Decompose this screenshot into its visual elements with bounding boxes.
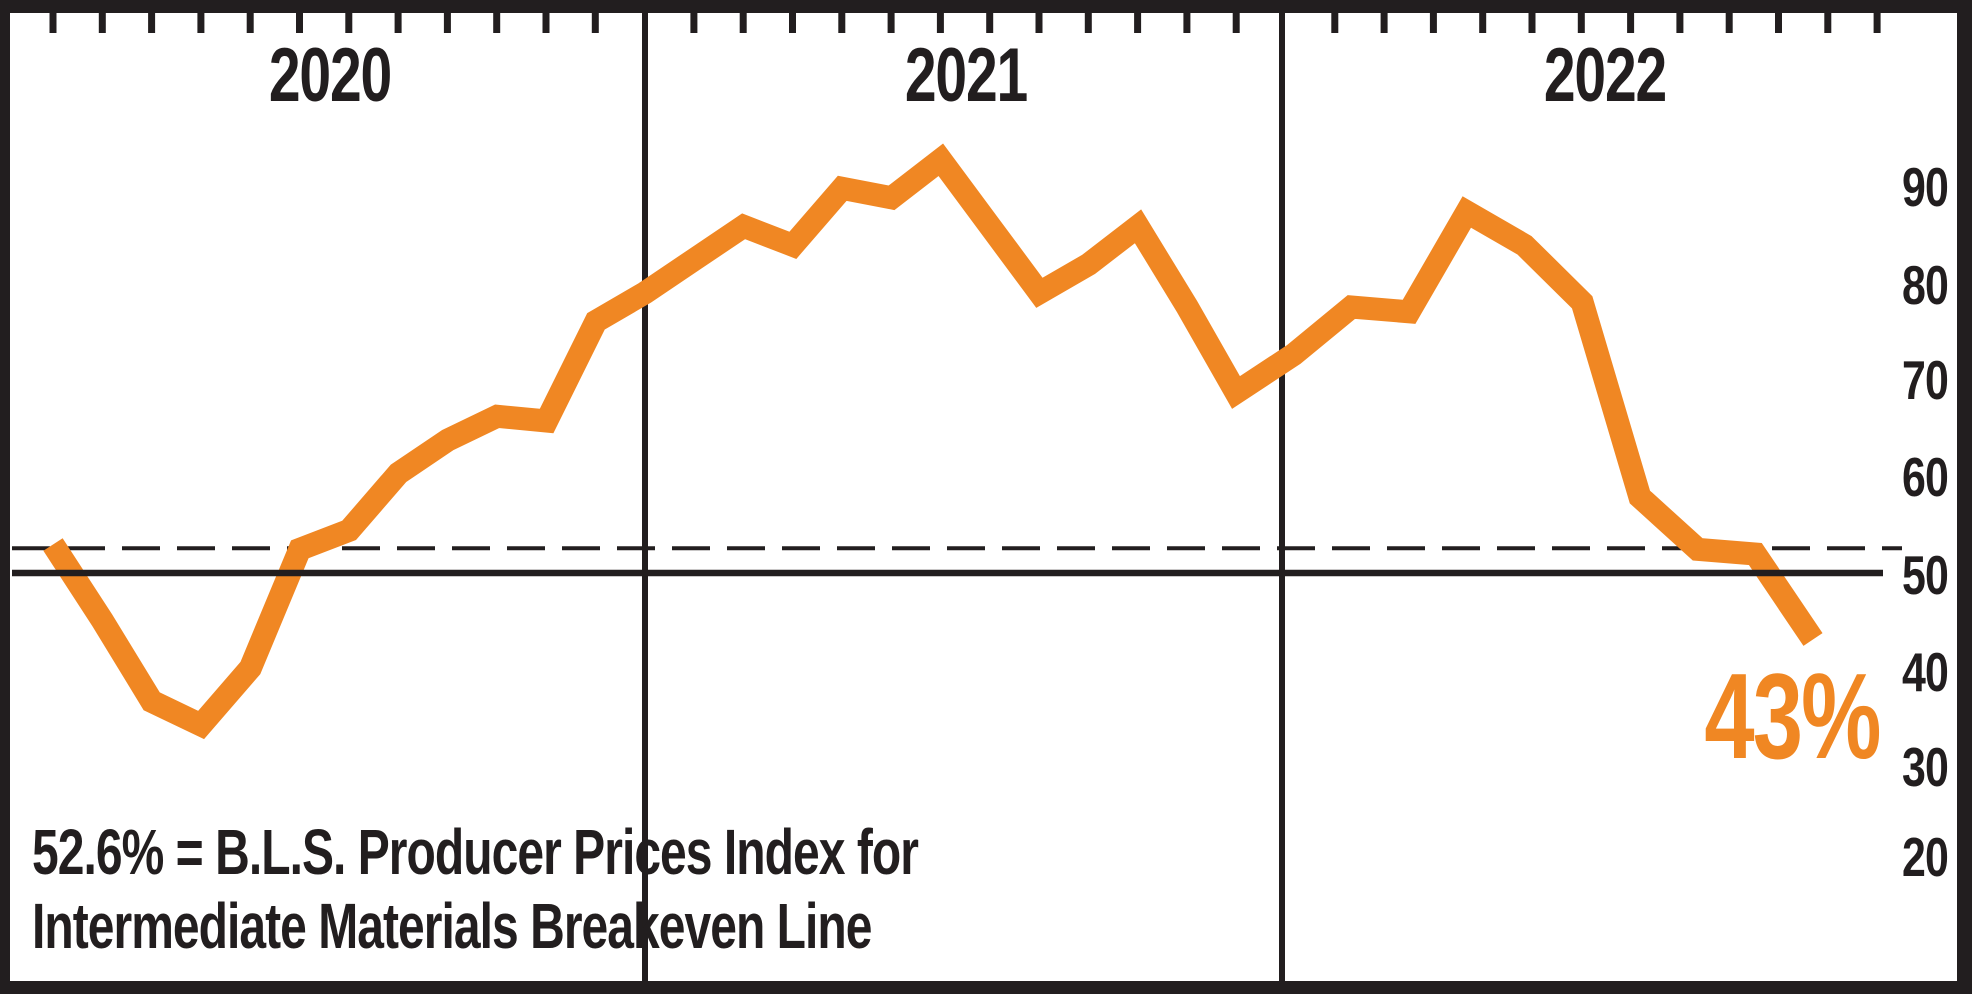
month-tick: [1084, 13, 1092, 33]
chart-border-top: [0, 0, 1972, 13]
chart-border-left: [0, 0, 10, 994]
y-axis-label-60: 60: [1901, 446, 1949, 508]
y-axis-label-80: 80: [1901, 254, 1949, 316]
month-tick: [1331, 13, 1339, 33]
month-tick: [1627, 13, 1635, 33]
month-tick: [1232, 13, 1240, 33]
month-tick: [986, 13, 994, 33]
month-tick: [789, 13, 796, 33]
month-tick: [148, 13, 156, 33]
month-tick: [1528, 13, 1536, 33]
month-tick: [98, 13, 106, 33]
month-tick: [1577, 13, 1585, 33]
year-divider-line-2: [1279, 13, 1285, 981]
year-label-2020: 2020: [268, 33, 392, 118]
month-tick: [542, 13, 550, 33]
month-tick: [887, 13, 895, 33]
ppi-trend-line: [43, 143, 1823, 740]
month-tick: [1134, 13, 1142, 33]
month-tick: [1725, 13, 1733, 33]
month-tick: [1479, 13, 1487, 33]
y-axis-label-40: 40: [1901, 641, 1949, 703]
month-tick: [394, 13, 402, 33]
y-axis-label-90: 90: [1901, 156, 1949, 218]
y-axis-label-30: 30: [1901, 736, 1949, 798]
y-axis-label-20: 20: [1901, 826, 1949, 888]
month-tick: [49, 13, 57, 33]
month-tick: [1380, 13, 1388, 33]
month-tick: [1035, 13, 1043, 33]
month-tick: [739, 13, 747, 33]
month-tick: [1775, 13, 1782, 33]
month-tick: [1824, 13, 1832, 33]
y-axis-label-50: 50: [1901, 544, 1949, 606]
month-tick: [493, 13, 501, 33]
y-axis-label-70: 70: [1901, 349, 1949, 411]
month-tick: [1429, 13, 1437, 33]
month-tick: [197, 13, 205, 33]
breakeven-caption-line-1: 52.6% = B.L.S. Producer Prices Index for: [32, 816, 919, 888]
latest-value-label: 43%: [1704, 648, 1881, 784]
month-tick: [345, 13, 353, 33]
year-label-2022: 2022: [1543, 33, 1667, 118]
month-tick: [936, 13, 944, 33]
chart-border-right: [1957, 0, 1972, 994]
month-tick: [591, 13, 599, 33]
month-tick: [443, 13, 451, 33]
year-divider-line-1: [642, 13, 648, 981]
month-tick: [296, 13, 303, 33]
month-tick: [838, 13, 846, 33]
month-tick: [246, 13, 254, 33]
month-tick: [690, 13, 698, 33]
month-tick: [1676, 13, 1684, 33]
month-tick: [1183, 13, 1191, 33]
year-label-2021: 2021: [904, 33, 1028, 118]
month-tick: [1873, 13, 1881, 33]
breakeven-caption-line-2: Intermediate Materials Breakeven Line: [32, 890, 872, 962]
chart-border-bottom: [0, 981, 1972, 994]
